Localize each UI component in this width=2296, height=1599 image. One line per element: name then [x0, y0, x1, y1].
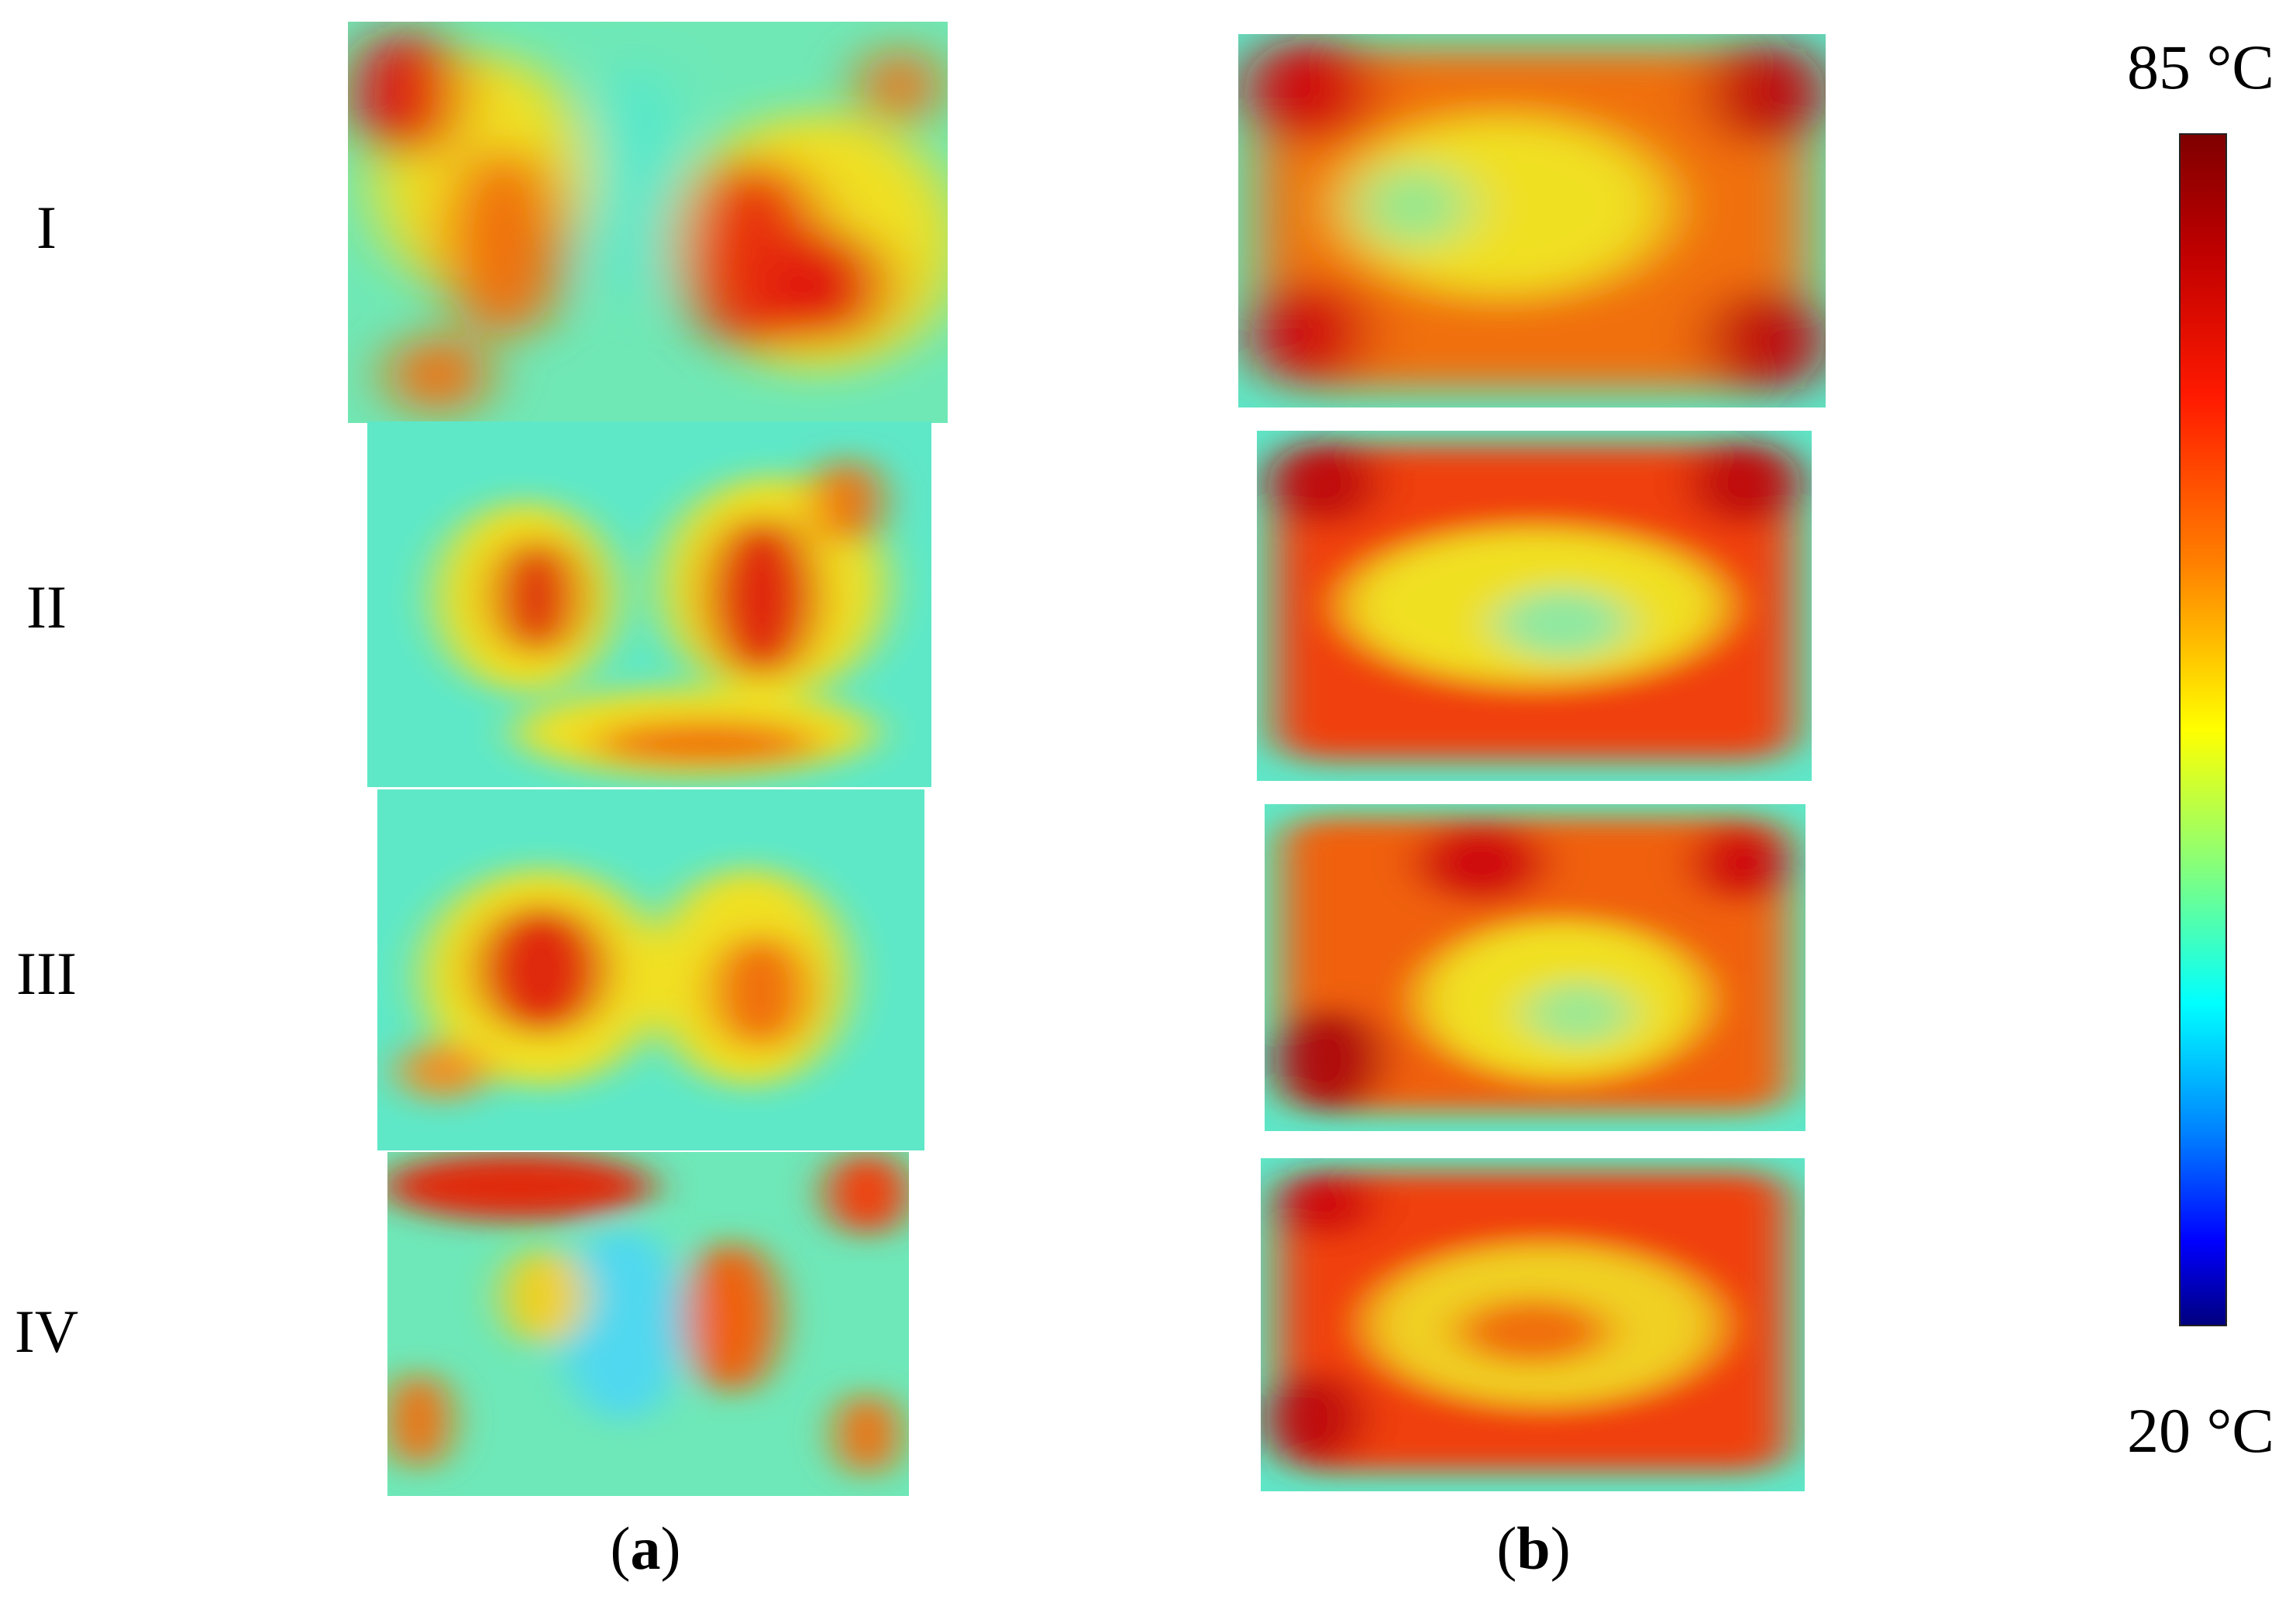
thermal-map-a-I: [348, 22, 948, 423]
thermal-map-b-I: [1238, 34, 1826, 407]
row-label-4: IV: [14, 1298, 79, 1365]
thermal-map-a-II: [367, 421, 931, 787]
row-label-1: I: [36, 194, 57, 261]
colorbar: [2179, 133, 2227, 1326]
row-label-3: III: [16, 940, 77, 1007]
colorbar-min-label: 20 °C: [2127, 1395, 2274, 1466]
thermal-map-b-IV: [1261, 1158, 1805, 1491]
thermal-map-a-IV: [387, 1152, 909, 1496]
thermal-map-b-III: [1265, 804, 1805, 1131]
colorbar-max-label: 85 °C: [2127, 32, 2274, 102]
row-label-2: II: [26, 573, 67, 641]
column-label-b: (b): [1496, 1515, 1571, 1582]
thermal-map-b-II: [1257, 431, 1812, 781]
thermal-map-a-III: [377, 789, 924, 1150]
column-label-a: (a): [610, 1515, 681, 1582]
